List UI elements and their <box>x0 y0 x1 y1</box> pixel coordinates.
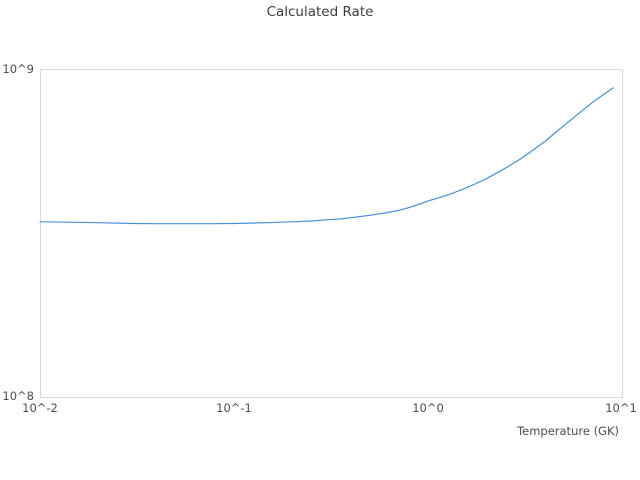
y-tick-label-1e9: 10^9 <box>2 62 34 76</box>
chart-title: Calculated Rate <box>266 4 374 20</box>
x-tick-label-1e0: 10^0 <box>412 401 444 415</box>
x-axis-title: Temperature (GK) <box>517 424 619 438</box>
y-tick-label-1e8: 10^8 <box>2 389 34 403</box>
plot-area-border <box>40 69 623 398</box>
rate-line <box>39 87 614 225</box>
x-tick-label-1e1: 10^1 <box>605 401 637 415</box>
x-tick-label-1e-2: 10^-2 <box>22 401 58 415</box>
x-tick-label-1e-1: 10^-1 <box>216 401 252 415</box>
